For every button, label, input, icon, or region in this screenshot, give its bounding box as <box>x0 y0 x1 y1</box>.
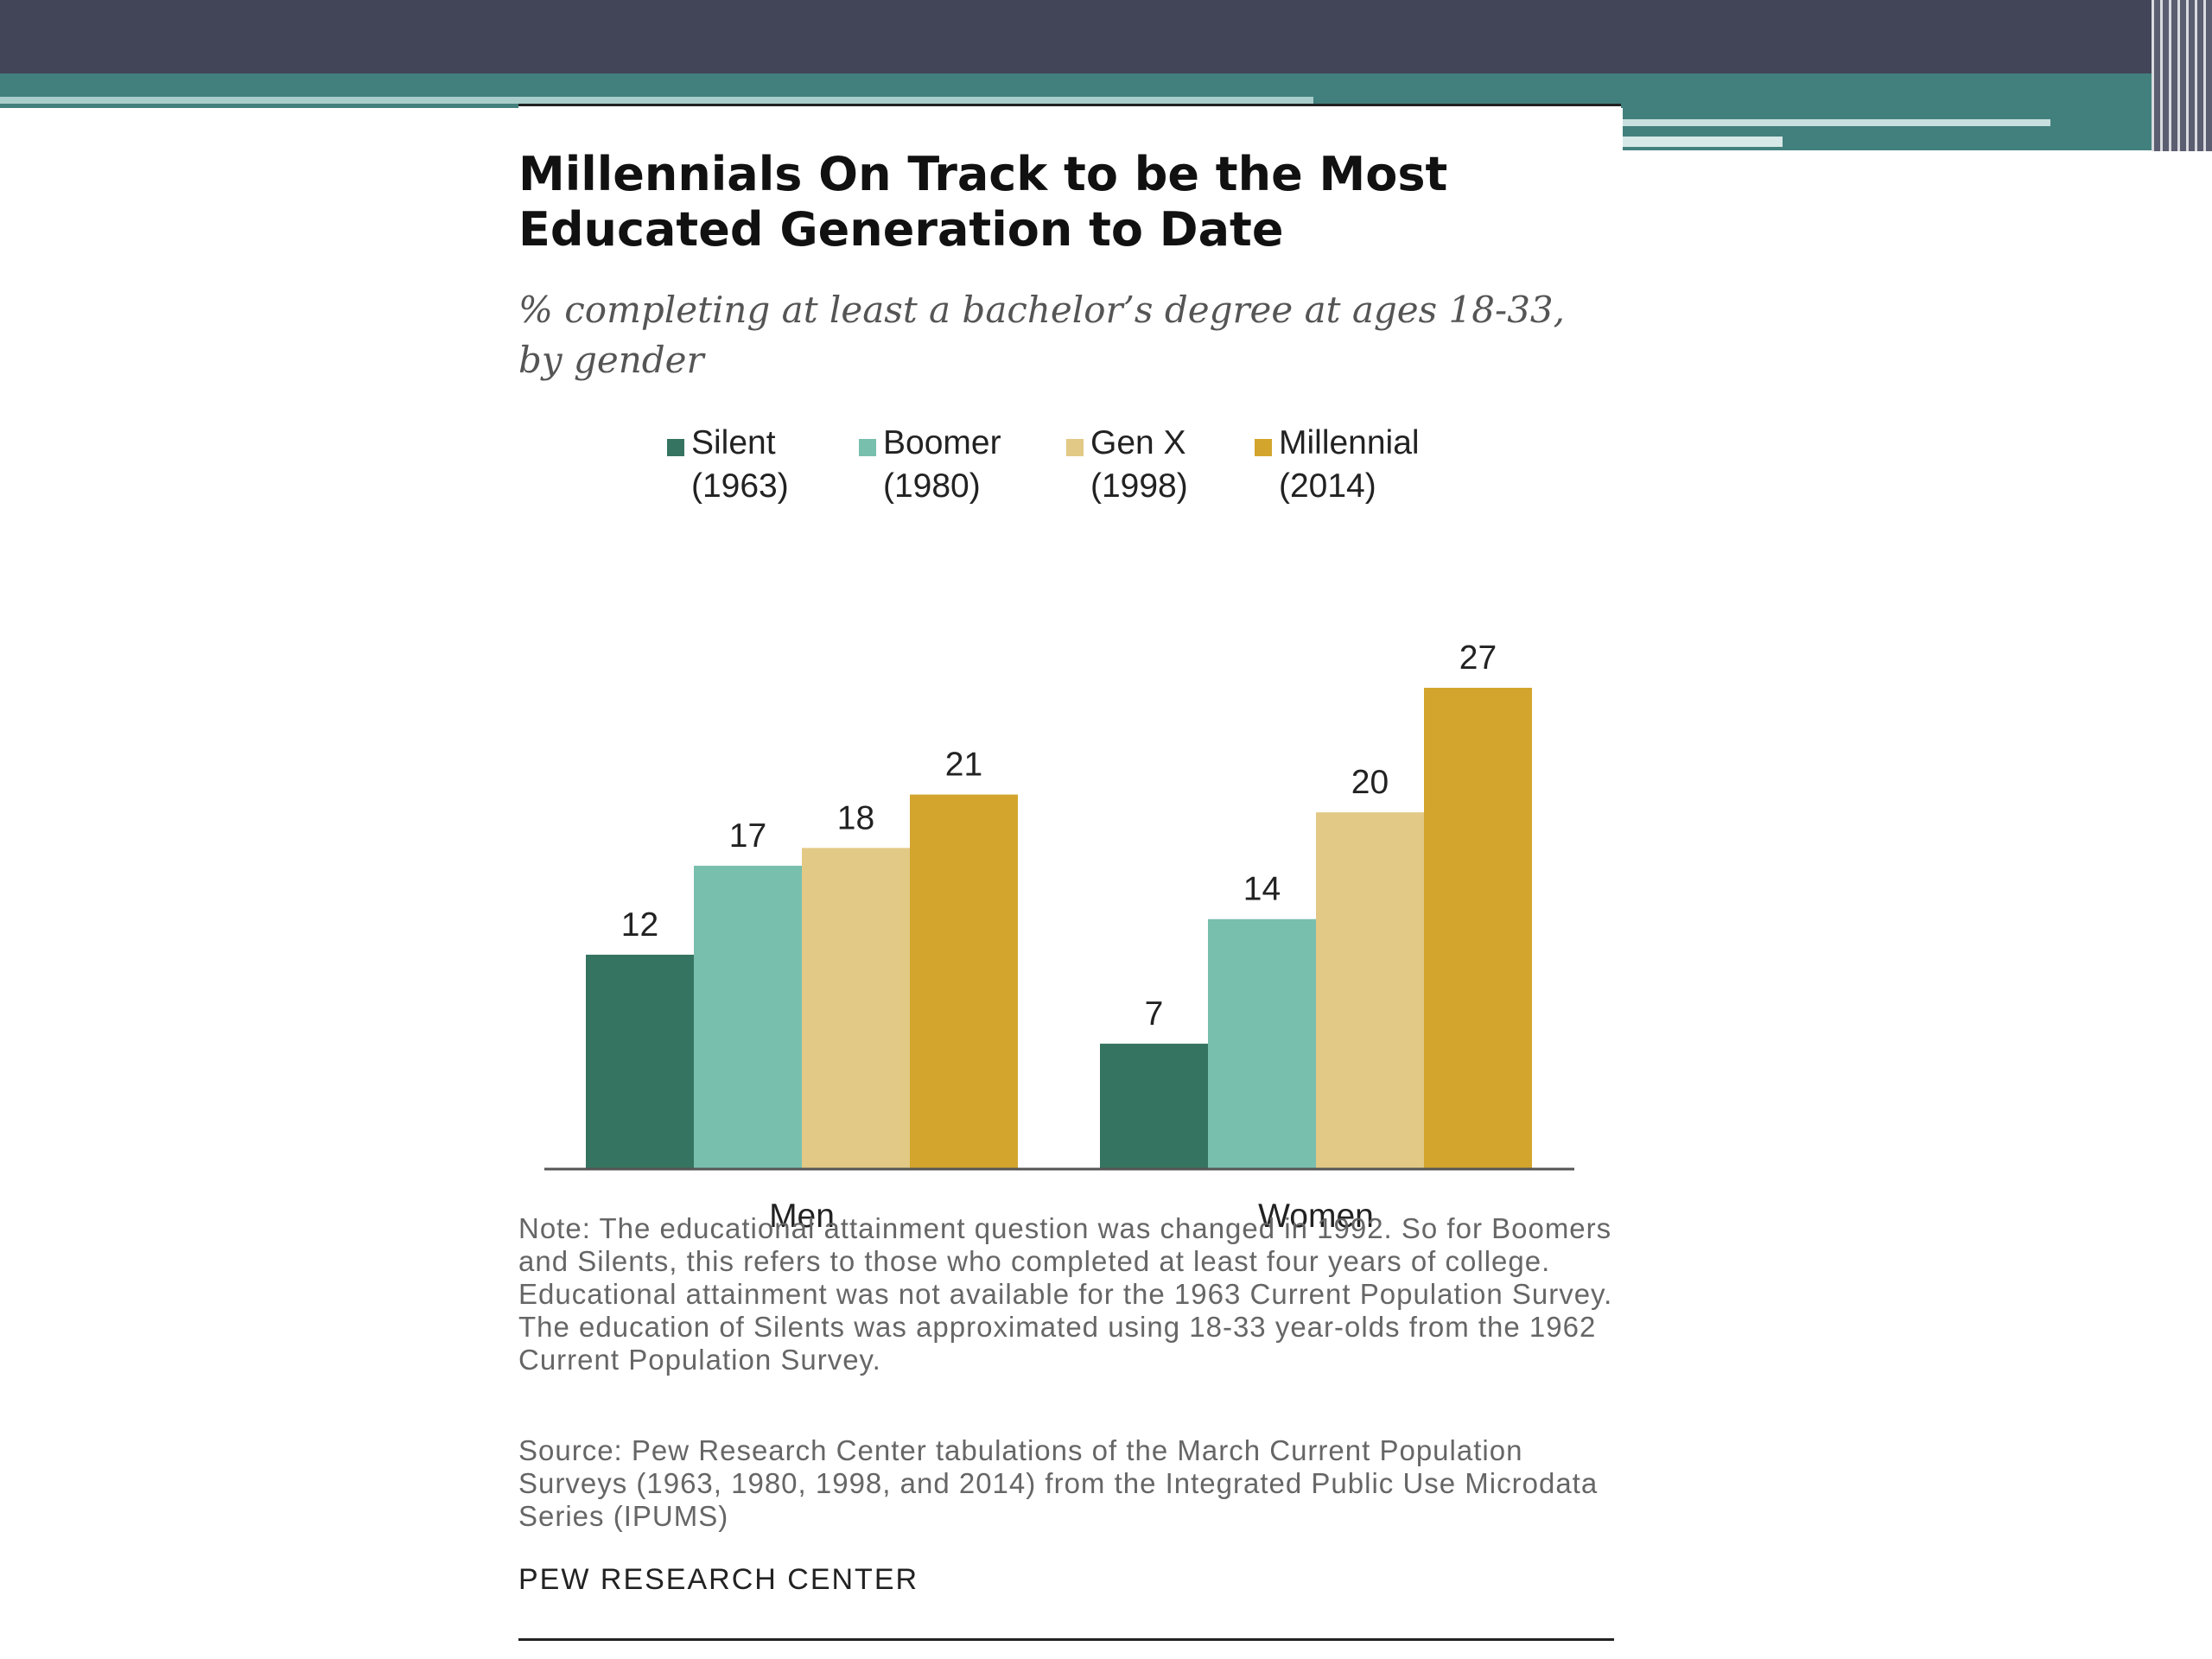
legend-year: (1980) <box>883 467 981 505</box>
slide-header-bar <box>0 0 2212 73</box>
category-label-women: Women <box>1258 1198 1374 1235</box>
data-label: 17 <box>729 817 766 855</box>
data-label: 7 <box>1145 995 1164 1033</box>
chart-note: Note: The educational attainment questio… <box>518 1212 1613 1376</box>
chart-panel: Millennials On Track to be the Most Educ… <box>518 104 1621 1642</box>
bar-silent-women <box>1100 1043 1208 1168</box>
chart-title: Millennials On Track to be the Most Educ… <box>518 147 1448 257</box>
bar-silent-men <box>586 954 694 1168</box>
bar-genx-women <box>1316 812 1424 1168</box>
data-label: 21 <box>945 747 982 784</box>
panel-top-rule <box>518 104 1621 106</box>
data-label: 27 <box>1459 639 1497 677</box>
legend-label: Millennial <box>1279 424 1420 461</box>
legend-label: Silent <box>691 424 776 461</box>
bar-boomer-men <box>694 865 802 1168</box>
slide-accent-stripe <box>0 97 1313 104</box>
legend-swatch-genx <box>1066 439 1084 456</box>
legend-year: (1998) <box>1090 467 1188 505</box>
brand-label: PEW RESEARCH CENTER <box>518 1563 919 1596</box>
slide-accent-stripe <box>1623 137 1783 147</box>
bar-millennial-women <box>1424 688 1532 1168</box>
chart-legend: Silent (1963) Boomer (1980) Gen X (1998)… <box>518 422 1621 525</box>
bar-boomer-women <box>1208 918 1316 1168</box>
category-label-men: Men <box>769 1198 835 1235</box>
bar-millennial-men <box>910 794 1018 1168</box>
legend-label: Boomer <box>883 424 1001 461</box>
legend-year: (2014) <box>1279 467 1376 505</box>
legend-swatch-silent <box>667 439 684 456</box>
legend-year: (1963) <box>691 467 789 505</box>
chart-subtitle: % completing at least a bachelor’s degre… <box>518 289 1565 381</box>
bar-chart: 12 17 18 21 Men 7 14 20 27 Women <box>544 639 1574 1235</box>
data-label: 20 <box>1351 764 1389 801</box>
slide-accent-stripe <box>1623 119 2050 126</box>
legend-label: Gen X <box>1090 424 1186 461</box>
chart-source: Source: Pew Research Center tabulations … <box>518 1434 1599 1532</box>
data-label: 18 <box>837 799 874 836</box>
data-label: 12 <box>621 906 658 944</box>
legend-swatch-boomer <box>859 439 876 456</box>
panel-bottom-rule <box>518 1638 1614 1641</box>
slide-edge-decoration <box>2152 0 2212 151</box>
bar-genx-men <box>802 848 910 1168</box>
data-label: 14 <box>1243 871 1281 908</box>
legend-swatch-millennial <box>1255 439 1272 456</box>
